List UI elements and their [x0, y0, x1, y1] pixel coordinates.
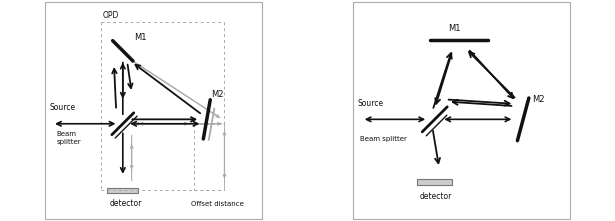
Text: M2: M2	[211, 90, 224, 99]
Text: Beam
splitter: Beam splitter	[57, 131, 81, 145]
Text: Source: Source	[357, 99, 384, 108]
Text: Source: Source	[50, 103, 76, 112]
Text: OPD: OPD	[103, 11, 119, 20]
Bar	[417, 179, 453, 185]
Text: M1: M1	[448, 24, 461, 33]
Text: detector: detector	[109, 198, 142, 208]
Text: detector: detector	[419, 192, 451, 201]
Text: Beam splitter: Beam splitter	[360, 136, 407, 143]
Text: M1: M1	[134, 33, 146, 42]
Bar	[108, 188, 138, 193]
Text: Offset distance: Offset distance	[191, 200, 244, 207]
Text: M2: M2	[532, 95, 544, 104]
